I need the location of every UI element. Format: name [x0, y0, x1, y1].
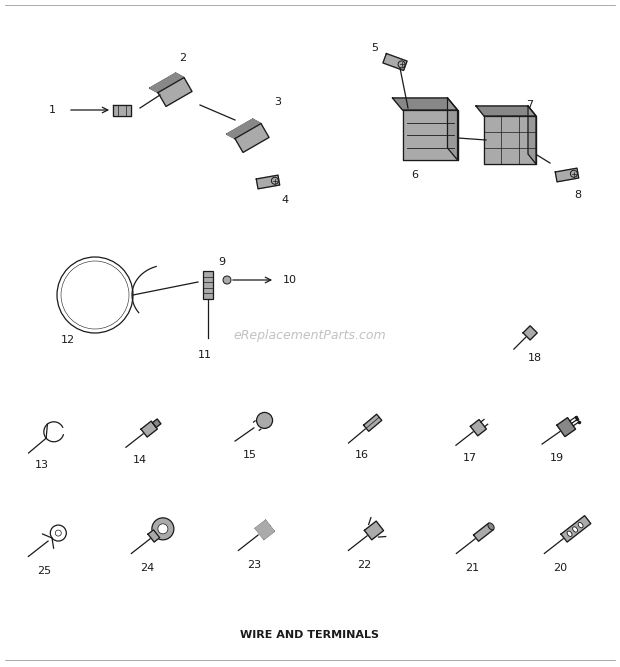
- Text: 15: 15: [243, 450, 257, 460]
- Text: eReplacementParts.com: eReplacementParts.com: [234, 329, 386, 342]
- Text: 25: 25: [37, 566, 51, 576]
- Text: 8: 8: [575, 190, 582, 200]
- Polygon shape: [113, 105, 131, 115]
- Text: WIRE AND TERMINALS: WIRE AND TERMINALS: [241, 630, 379, 640]
- Circle shape: [398, 61, 405, 68]
- Text: 2: 2: [179, 53, 187, 63]
- Polygon shape: [141, 421, 157, 437]
- Bar: [203, 271, 213, 299]
- Polygon shape: [528, 106, 536, 164]
- Text: 18: 18: [528, 353, 542, 363]
- Text: 22: 22: [357, 560, 371, 570]
- Text: 3: 3: [275, 97, 281, 107]
- Polygon shape: [235, 123, 269, 153]
- Circle shape: [257, 412, 273, 428]
- Polygon shape: [476, 106, 536, 116]
- Polygon shape: [153, 419, 161, 428]
- Text: 17: 17: [463, 453, 477, 463]
- Text: 4: 4: [281, 195, 288, 205]
- Polygon shape: [158, 77, 192, 107]
- Polygon shape: [255, 520, 274, 540]
- Text: 11: 11: [198, 350, 212, 360]
- Polygon shape: [523, 325, 537, 340]
- Polygon shape: [256, 175, 280, 189]
- Circle shape: [272, 177, 278, 184]
- Text: 10: 10: [283, 275, 297, 285]
- Text: 23: 23: [247, 560, 261, 570]
- Text: 24: 24: [140, 563, 154, 573]
- Text: 12: 12: [61, 335, 75, 345]
- Circle shape: [152, 518, 174, 540]
- Polygon shape: [557, 418, 575, 437]
- Text: 1: 1: [48, 105, 56, 115]
- Circle shape: [158, 524, 168, 534]
- Polygon shape: [471, 420, 487, 436]
- Ellipse shape: [578, 522, 583, 528]
- Polygon shape: [484, 116, 536, 164]
- Text: 21: 21: [465, 563, 479, 573]
- Polygon shape: [402, 110, 458, 160]
- Polygon shape: [227, 119, 261, 139]
- Polygon shape: [392, 98, 458, 110]
- Text: 6: 6: [412, 170, 418, 180]
- Polygon shape: [363, 414, 382, 432]
- Text: 20: 20: [553, 563, 567, 573]
- Text: 5: 5: [371, 43, 378, 53]
- Polygon shape: [556, 168, 578, 182]
- Text: 7: 7: [526, 100, 534, 110]
- Circle shape: [223, 276, 231, 284]
- Polygon shape: [365, 521, 384, 540]
- Text: 14: 14: [133, 455, 147, 465]
- Text: 13: 13: [35, 460, 49, 470]
- Ellipse shape: [573, 527, 577, 532]
- Ellipse shape: [488, 523, 494, 530]
- Polygon shape: [448, 98, 458, 160]
- Polygon shape: [561, 516, 591, 542]
- Polygon shape: [474, 523, 494, 541]
- Polygon shape: [149, 73, 184, 93]
- Text: 19: 19: [550, 453, 564, 463]
- Circle shape: [570, 170, 577, 177]
- Text: 9: 9: [218, 257, 226, 267]
- Polygon shape: [148, 530, 160, 542]
- Polygon shape: [383, 53, 407, 71]
- Text: 16: 16: [355, 450, 369, 460]
- Ellipse shape: [567, 531, 572, 536]
